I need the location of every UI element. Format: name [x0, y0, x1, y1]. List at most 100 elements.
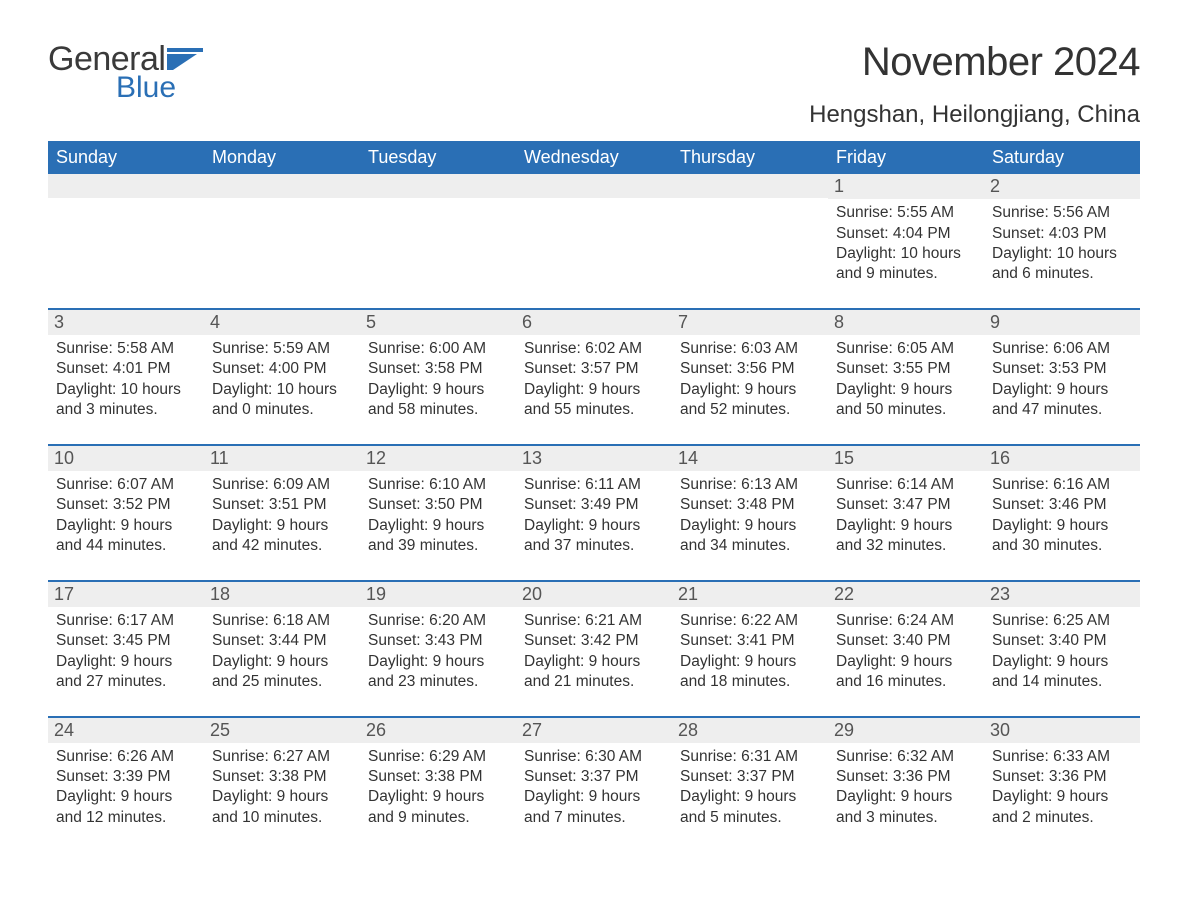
day-number: 18: [204, 582, 360, 607]
day-cell: 20Sunrise: 6:21 AMSunset: 3:42 PMDayligh…: [516, 582, 672, 717]
sunset-line: Sunset: 3:49 PM: [524, 495, 664, 515]
daylight-line-1: Daylight: 9 hours: [368, 787, 508, 807]
day-cell: 3Sunrise: 5:58 AMSunset: 4:01 PMDaylight…: [48, 310, 204, 445]
sunset-line: Sunset: 3:38 PM: [368, 767, 508, 787]
sunrise-line: Sunrise: 6:22 AM: [680, 611, 820, 631]
sunset-line: Sunset: 3:52 PM: [56, 495, 196, 515]
day-number: 22: [828, 582, 984, 607]
week-row: 1Sunrise: 5:55 AMSunset: 4:04 PMDaylight…: [48, 174, 1140, 309]
sunset-line: Sunset: 3:36 PM: [836, 767, 976, 787]
daylight-line-2: and 44 minutes.: [56, 536, 196, 556]
day-cell: 2Sunrise: 5:56 AMSunset: 4:03 PMDaylight…: [984, 174, 1140, 309]
sunrise-line: Sunrise: 6:20 AM: [368, 611, 508, 631]
daylight-line-2: and 10 minutes.: [212, 808, 352, 828]
sunset-line: Sunset: 3:37 PM: [680, 767, 820, 787]
day-cell: 27Sunrise: 6:30 AMSunset: 3:37 PMDayligh…: [516, 718, 672, 852]
sunrise-line: Sunrise: 6:16 AM: [992, 475, 1132, 495]
sunset-line: Sunset: 3:50 PM: [368, 495, 508, 515]
daylight-line-2: and 5 minutes.: [680, 808, 820, 828]
day-number: 23: [984, 582, 1140, 607]
day-number: 21: [672, 582, 828, 607]
day-number: 3: [48, 310, 204, 335]
week-row: 10Sunrise: 6:07 AMSunset: 3:52 PMDayligh…: [48, 446, 1140, 581]
daylight-line-1: Daylight: 9 hours: [992, 380, 1132, 400]
daylight-line-2: and 42 minutes.: [212, 536, 352, 556]
day-cell: 16 Sunrise: 6:16 AMSunset: 3:46 PMDayligh…: [984, 446, 1140, 581]
daylight-line-1: Daylight: 9 hours: [524, 787, 664, 807]
sunset-line: Sunset: 4:01 PM: [56, 359, 196, 379]
day-number: 7: [672, 310, 828, 335]
daylight-line-1: Daylight: 9 hours: [680, 380, 820, 400]
daylight-line-1: Daylight: 9 hours: [680, 652, 820, 672]
day-cell: 15Sunrise: 6:14 AMSunset: 3:47 PMDayligh…: [828, 446, 984, 581]
weekday-header-saturday: Saturday: [984, 141, 1140, 174]
empty-day: [204, 174, 360, 198]
daylight-line-2: and 0 minutes.: [212, 400, 352, 420]
sunset-line: Sunset: 3:47 PM: [836, 495, 976, 515]
week-row: 3Sunrise: 5:58 AMSunset: 4:01 PMDaylight…: [48, 310, 1140, 445]
day-cell: 24Sunrise: 6:26 AMSunset: 3:39 PMDayligh…: [48, 718, 204, 852]
day-number: 12: [360, 446, 516, 471]
logo-flag-icon: [167, 48, 203, 70]
day-number: 2: [984, 174, 1140, 199]
daylight-line-2: and 3 minutes.: [56, 400, 196, 420]
daylight-line-1: Daylight: 9 hours: [836, 652, 976, 672]
sunset-line: Sunset: 3:43 PM: [368, 631, 508, 651]
day-number: 9: [984, 310, 1140, 335]
day-cell: 10Sunrise: 6:07 AMSunset: 3:52 PMDayligh…: [48, 446, 204, 581]
daylight-line-1: Daylight: 9 hours: [836, 787, 976, 807]
day-cell: [516, 174, 672, 309]
daylight-line-2: and 39 minutes.: [368, 536, 508, 556]
daylight-line-1: Daylight: 9 hours: [992, 516, 1132, 536]
daylight-line-2: and 23 minutes.: [368, 672, 508, 692]
header: General Blue November 2024 Hengshan, Hei…: [48, 40, 1140, 137]
day-number: 5: [360, 310, 516, 335]
daylight-line-1: Daylight: 9 hours: [680, 787, 820, 807]
day-number: 29: [828, 718, 984, 743]
daylight-line-2: and 47 minutes.: [992, 400, 1132, 420]
daylight-line-2: and 9 minutes.: [368, 808, 508, 828]
day-number: 27: [516, 718, 672, 743]
sunset-line: Sunset: 3:46 PM: [992, 495, 1132, 515]
sunset-line: Sunset: 4:04 PM: [836, 224, 976, 244]
title-block: November 2024 Hengshan, Heilongjiang, Ch…: [809, 40, 1140, 137]
sunrise-line: Sunrise: 6:11 AM: [524, 475, 664, 495]
weekday-header-wednesday: Wednesday: [516, 141, 672, 174]
day-number: 24: [48, 718, 204, 743]
day-cell: 26Sunrise: 6:29 AMSunset: 3:38 PMDayligh…: [360, 718, 516, 852]
day-cell: 13Sunrise: 6:11 AMSunset: 3:49 PMDayligh…: [516, 446, 672, 581]
daylight-line-1: Daylight: 9 hours: [836, 516, 976, 536]
logo: General Blue: [48, 40, 203, 105]
sunrise-line: Sunrise: 6:27 AM: [212, 747, 352, 767]
day-number: 14: [672, 446, 828, 471]
day-number: 25: [204, 718, 360, 743]
day-number: 16: [984, 446, 1140, 471]
day-number: 15: [828, 446, 984, 471]
sunset-line: Sunset: 3:56 PM: [680, 359, 820, 379]
sunrise-line: Sunrise: 6:13 AM: [680, 475, 820, 495]
sunset-line: Sunset: 3:51 PM: [212, 495, 352, 515]
sunset-line: Sunset: 3:38 PM: [212, 767, 352, 787]
week-row: 24Sunrise: 6:26 AMSunset: 3:39 PMDayligh…: [48, 718, 1140, 852]
page-title: November 2024: [809, 40, 1140, 85]
day-cell: [360, 174, 516, 309]
sunrise-line: Sunrise: 5:55 AM: [836, 203, 976, 223]
day-number: 10: [48, 446, 204, 471]
day-cell: 12Sunrise: 6:10 AMSunset: 3:50 PMDayligh…: [360, 446, 516, 581]
sunset-line: Sunset: 3:40 PM: [992, 631, 1132, 651]
day-cell: 14Sunrise: 6:13 AMSunset: 3:48 PMDayligh…: [672, 446, 828, 581]
sunrise-line: Sunrise: 6:32 AM: [836, 747, 976, 767]
daylight-line-2: and 7 minutes.: [524, 808, 664, 828]
weekday-header-monday: Monday: [204, 141, 360, 174]
day-cell: 28Sunrise: 6:31 AMSunset: 3:37 PMDayligh…: [672, 718, 828, 852]
empty-day: [516, 174, 672, 198]
sunrise-line: Sunrise: 6:21 AM: [524, 611, 664, 631]
day-number: 17: [48, 582, 204, 607]
daylight-line-1: Daylight: 9 hours: [680, 516, 820, 536]
weekday-header-thursday: Thursday: [672, 141, 828, 174]
daylight-line-2: and 27 minutes.: [56, 672, 196, 692]
daylight-line-1: Daylight: 9 hours: [368, 380, 508, 400]
day-cell: 23Sunrise: 6:25 AMSunset: 3:40 PMDayligh…: [984, 582, 1140, 717]
sunrise-line: Sunrise: 6:18 AM: [212, 611, 352, 631]
daylight-line-1: Daylight: 9 hours: [56, 516, 196, 536]
